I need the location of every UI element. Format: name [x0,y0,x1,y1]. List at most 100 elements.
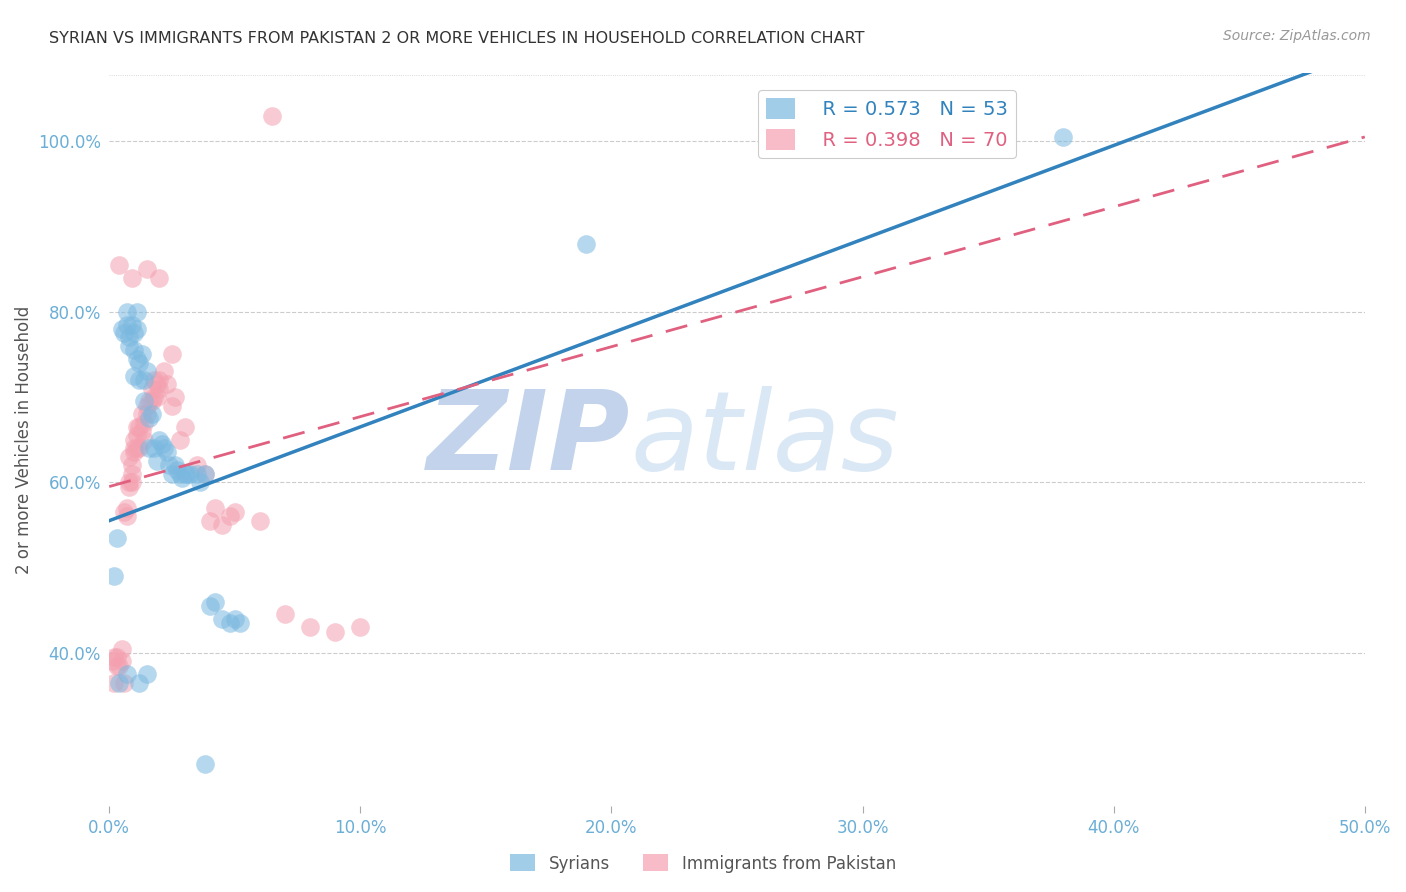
Point [115,509,138,524]
Text: Source: ZipAtlas.com: Source: ZipAtlas.com [1223,29,1371,43]
Point [229,615,252,630]
Point [105,658,128,673]
Point [128,356,150,370]
Point [156,445,179,459]
Point [135,364,157,378]
Point [141,394,163,409]
Point [194,756,217,771]
Point [166,462,188,476]
Point [135,407,157,421]
Point [262,109,284,123]
Point [118,339,141,353]
Text: atlas: atlas [630,386,898,493]
Point [108,258,131,272]
Point [118,475,141,490]
Point [150,437,173,451]
Point [141,407,163,421]
Point [194,467,217,481]
Point [141,382,163,396]
Point [901,134,924,148]
Point [211,518,233,533]
Point [218,615,240,630]
Point [156,377,179,392]
Point [170,471,193,485]
Point [125,322,148,336]
Point [112,505,135,519]
Point [575,236,598,251]
Point [124,343,146,358]
Point [173,467,195,481]
Point [128,675,150,690]
Point [188,475,211,490]
Point [105,650,128,665]
Point [218,509,240,524]
Point [274,607,297,622]
Point [103,675,125,690]
Point [173,420,195,434]
Point [138,441,160,455]
Point [135,399,157,413]
Y-axis label: 2 or more Vehicles in Household: 2 or more Vehicles in Household [15,306,32,574]
Legend:   R = 0.573   N = 53,   R = 0.398   N = 70: R = 0.573 N = 53, R = 0.398 N = 70 [758,90,1017,158]
Point [118,479,141,493]
Point [249,514,271,528]
Point [131,424,153,438]
Point [111,641,134,656]
Point [111,654,134,668]
Point [143,390,166,404]
Point [128,420,150,434]
Point [124,433,146,447]
Legend: Syrians, Immigrants from Pakistan: Syrians, Immigrants from Pakistan [503,847,903,880]
Point [204,595,226,609]
Point [128,373,150,387]
Point [146,390,169,404]
Point [105,531,128,545]
Point [134,394,156,409]
Point [125,351,148,366]
Point [148,270,170,285]
Point [153,364,176,378]
Point [121,475,143,490]
Point [121,270,143,285]
Point [146,377,169,392]
Point [121,318,143,332]
Point [163,390,186,404]
Point [194,467,217,481]
Point [160,347,183,361]
Point [138,394,160,409]
Point [143,373,166,387]
Point [128,441,150,455]
Point [121,458,143,473]
Point [134,433,156,447]
Point [121,467,143,481]
Point [169,467,191,481]
Point [153,441,176,455]
Point [125,420,148,434]
Point [134,373,156,387]
Point [112,326,135,340]
Point [186,467,208,481]
Point [124,441,146,455]
Point [148,382,170,396]
Point [108,658,131,673]
Point [176,467,198,481]
Point [115,305,138,319]
Point [160,399,183,413]
Point [125,441,148,455]
Point [138,411,160,425]
Point [148,373,170,387]
Point [1052,130,1074,145]
Point [323,624,346,639]
Point [143,441,166,455]
Point [186,458,208,473]
Point [135,262,157,277]
Point [124,368,146,383]
Point [148,433,170,447]
Point [124,445,146,459]
Point [134,416,156,430]
Point [299,620,322,634]
Point [160,467,183,481]
Point [124,326,146,340]
Point [163,458,186,473]
Point [224,612,246,626]
